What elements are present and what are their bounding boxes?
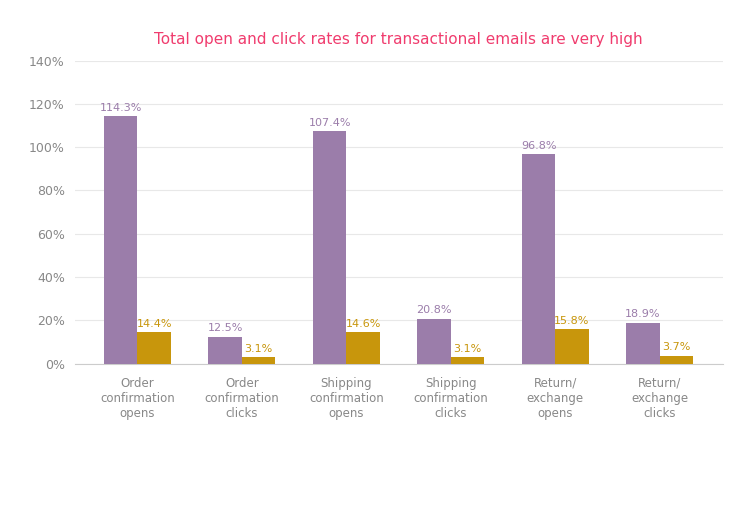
Text: 14.4%: 14.4% [136,319,172,329]
Text: 20.8%: 20.8% [416,306,452,315]
Bar [417,319,451,364]
Bar [137,332,171,364]
Text: 114.3%: 114.3% [100,103,142,113]
Bar [451,357,484,364]
Bar [104,116,137,364]
Bar [660,356,693,364]
Title: Total open and click rates for transactional emails are very high: Total open and click rates for transacti… [154,32,643,47]
Text: 96.8%: 96.8% [521,141,557,151]
Bar [313,131,346,364]
Bar [209,336,242,364]
Text: 18.9%: 18.9% [625,310,661,320]
Text: 15.8%: 15.8% [554,316,590,326]
Bar [522,154,555,364]
Bar [627,323,660,364]
Bar [555,329,589,364]
Text: 3.7%: 3.7% [662,342,691,352]
Bar [346,332,380,364]
Text: 3.1%: 3.1% [454,343,482,354]
Text: 12.5%: 12.5% [207,323,243,333]
Text: 14.6%: 14.6% [346,319,381,329]
Text: 3.1%: 3.1% [244,343,273,354]
Text: 107.4%: 107.4% [308,118,351,128]
Bar [242,357,276,364]
